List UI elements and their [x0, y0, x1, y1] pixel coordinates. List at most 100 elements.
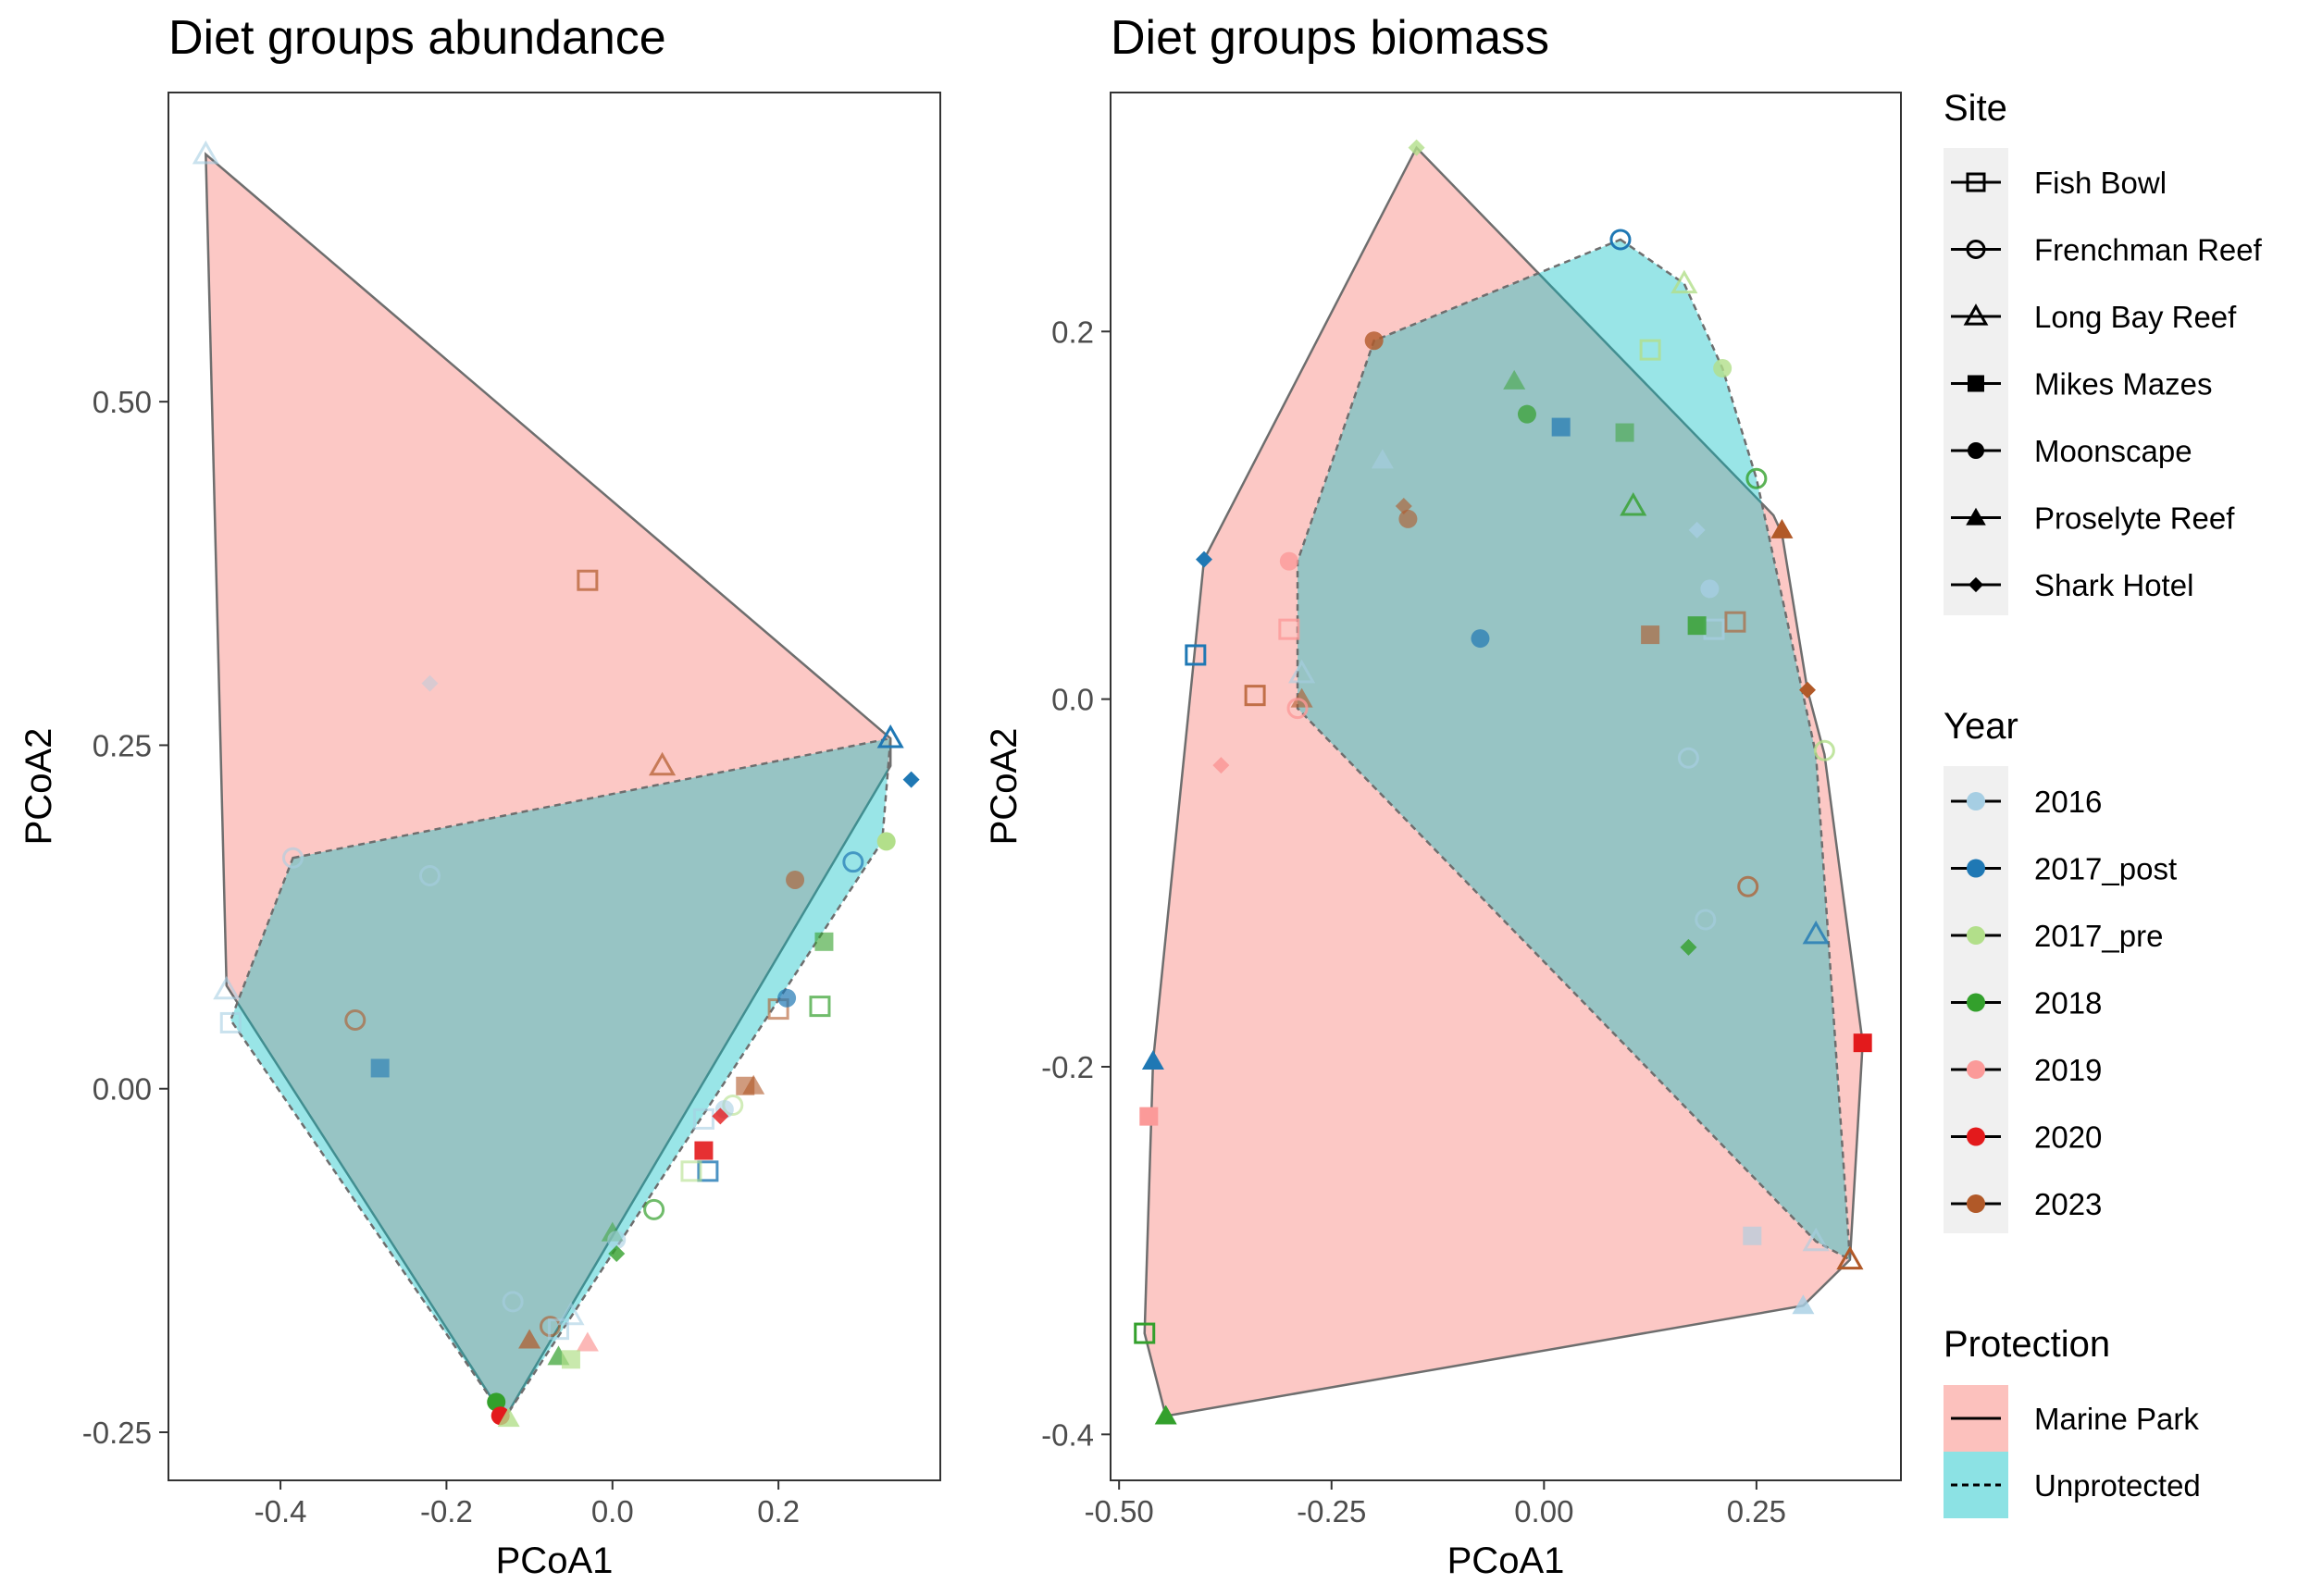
biomass-x-label: PCoA1	[1447, 1540, 1565, 1581]
abundance-title: Diet groups abundance	[168, 11, 666, 65]
legend-site-label: Moonscape	[2034, 434, 2192, 468]
legend-protection-label: Marine Park	[2034, 1402, 2199, 1436]
biomass-point-frenchman-reef-2016	[1695, 909, 1717, 931]
biomass-y-tick-label: 0.2	[1051, 315, 1094, 349]
abundance-point-fish-bowl-2016	[692, 1107, 714, 1130]
abundance-x-tick-label: -0.2	[420, 1494, 473, 1528]
biomass-point-mikes-mazes-2017-post	[1551, 417, 1571, 437]
abundance-point-moonscape-2016	[607, 1231, 627, 1250]
biomass-point-moonscape-2023	[1398, 509, 1418, 528]
biomass-point-long-bay-reef-2016	[1288, 659, 1316, 684]
biomass-point-fish-bowl-2017-pre	[1639, 339, 1661, 361]
biomass-point-mikes-mazes-2019	[1139, 1107, 1159, 1126]
abundance-point-fish-bowl-2018	[809, 996, 831, 1018]
biomass-point-mikes-mazes-2018	[1687, 616, 1707, 636]
legend-site-label: Frenchman Reef	[2034, 233, 2263, 267]
biomass-y-label: PCoA2	[984, 728, 1025, 846]
abundance-point-proselyte-reef-2017-pre	[497, 1407, 520, 1428]
biomass-point-moonscape-2016	[1700, 579, 1720, 599]
legend-year-2023-key	[1967, 1194, 1985, 1213]
legend-years: 2016 2017_post 2017_pre 2018 2019 2020 2023	[1951, 785, 2177, 1221]
legend-year-label: 2016	[2034, 785, 2102, 819]
abundance-hull-unprotected	[229, 736, 892, 1421]
biomass-point-proselyte-reef-2016	[1792, 1294, 1815, 1315]
abundance-axes: -0.4 -0.2 0.0 0.2 -0.25 0.00 0.25 0.50	[82, 385, 800, 1528]
biomass-point-moonscape-2017-pre	[1713, 359, 1732, 378]
biomass-panel: Diet groups biomass -0.50 -0.25 0.00 0.25-0…	[984, 11, 1902, 1581]
abundance-plot-border	[168, 92, 941, 1481]
legend-site-mikes-mazes-key	[1968, 375, 1984, 392]
biomass-point-shark-hotel-2019	[1212, 757, 1230, 774]
legend-site-label: Shark Hotel	[2034, 568, 2193, 602]
biomass-point-frenchman-reef-2016	[1677, 747, 1699, 769]
abundance-point-mikes-mazes-2018	[814, 932, 834, 951]
biomass-axes: -0.50 -0.25 0.00 0.25 -0.4 -0.2 0.0 0.2	[1041, 315, 1786, 1528]
biomass-point-proselyte-reef-2018	[1154, 1404, 1177, 1425]
abundance-point-fish-bowl-2016	[219, 1011, 242, 1033]
abundance-x-label: PCoA1	[496, 1540, 614, 1581]
abundance-point-fish-bowl-2017-pre	[680, 1160, 702, 1182]
biomass-x-tick-label: -0.25	[1297, 1494, 1366, 1528]
biomass-y-tick-label: -0.4	[1041, 1417, 1094, 1452]
abundance-point-mikes-mazes-2017-pre	[561, 1350, 580, 1369]
legend-site-title: Site	[1944, 88, 2007, 129]
legend-sites: Fish Bowl Frenchman Reef Long Bay Reef Mike…	[1951, 166, 2263, 602]
abundance-x-tick-label: 0.0	[591, 1494, 634, 1528]
biomass-point-moonscape-2018	[1517, 404, 1536, 424]
biomass-point-proselyte-reef-2023	[1290, 687, 1313, 708]
biomass-point-long-bay-reef-2023	[1836, 1245, 1864, 1270]
biomass-point-proselyte-reef-2016	[1371, 449, 1394, 469]
biomass-point-frenchman-reef-2019	[1286, 698, 1309, 720]
biomass-y-tick-label: -0.2	[1041, 1050, 1094, 1084]
legend-site-label: Proselyte Reef	[2034, 501, 2235, 536]
abundance-point-shark-hotel-2018	[608, 1244, 626, 1262]
abundance-panel: Diet groups abundance -0.4 -0.2 0.0 0.2 -0.2…	[19, 11, 941, 1581]
biomass-points	[1134, 139, 1872, 1425]
biomass-point-frenchman-reef-2017-post	[1609, 229, 1632, 251]
abundance-y-tick-label: 0.50	[93, 385, 152, 419]
legend-site-moonscape-key	[1968, 442, 1984, 459]
biomass-point-proselyte-reef-2023	[1770, 518, 1794, 538]
abundance-point-proselyte-reef-2023	[518, 1329, 541, 1349]
biomass-point-fish-bowl-2017-post	[1185, 644, 1207, 666]
legend-year-label: 2023	[2034, 1187, 2102, 1221]
abundance-point-shark-hotel-2020	[712, 1107, 729, 1125]
legend-year-2018-key	[1967, 993, 1985, 1012]
biomass-hulls	[1143, 145, 1864, 1417]
abundance-point-frenchman-reef-2017-post	[842, 851, 864, 873]
biomass-point-shark-hotel-2023	[1798, 681, 1816, 699]
legend-site-frenchman-reef-key	[1966, 240, 1986, 259]
biomass-point-proselyte-reef-2018	[1503, 369, 1526, 390]
abundance-point-shark-hotel-2016	[421, 674, 439, 692]
legend-protection-title: Protection	[1944, 1324, 2110, 1365]
abundance-point-frenchman-reef-2016	[282, 847, 304, 869]
legend-year-2016-key	[1967, 792, 1985, 810]
biomass-point-fish-bowl-2019	[1278, 618, 1300, 640]
legend-year-2020-key	[1967, 1127, 1985, 1146]
abundance-points	[192, 140, 920, 1428]
biomass-point-frenchman-reef-2017-pre	[1813, 739, 1835, 761]
biomass-point-fish-bowl-2023	[1724, 611, 1746, 633]
biomass-point-mikes-mazes-2020	[1853, 1033, 1872, 1053]
abundance-point-fish-bowl-2017-post	[697, 1160, 719, 1182]
abundance-point-long-bay-reef-2023	[648, 751, 677, 776]
legend-site-proselyte-reef-key	[1966, 507, 1986, 526]
legend-site-shark-hotel-key	[1968, 576, 1984, 593]
biomass-title: Diet groups biomass	[1111, 11, 1549, 65]
biomass-point-long-bay-reef-2016	[1802, 1227, 1830, 1252]
abundance-point-mikes-mazes-2020	[694, 1141, 714, 1160]
biomass-x-tick-label: 0.00	[1514, 1494, 1573, 1528]
legend-year-2019-key	[1967, 1060, 1985, 1079]
abundance-x-tick-label: -0.4	[255, 1494, 307, 1528]
abundance-point-fish-bowl-2023	[577, 569, 599, 591]
abundance-hull-marine-park	[205, 152, 892, 1421]
abundance-point-long-bay-reef-2017-post	[876, 724, 904, 749]
biomass-point-mikes-mazes-2023	[1641, 625, 1660, 645]
legend-year-2017-post-key	[1967, 859, 1985, 878]
biomass-point-long-bay-reef-2017-post	[1802, 920, 1830, 945]
abundance-point-frenchman-reef-2023	[344, 1008, 366, 1031]
legend-protection: Marine Park Unprotected	[1944, 1385, 2201, 1518]
biomass-point-shark-hotel-2018	[1680, 938, 1697, 956]
legend-year-label: 2020	[2034, 1120, 2102, 1155]
